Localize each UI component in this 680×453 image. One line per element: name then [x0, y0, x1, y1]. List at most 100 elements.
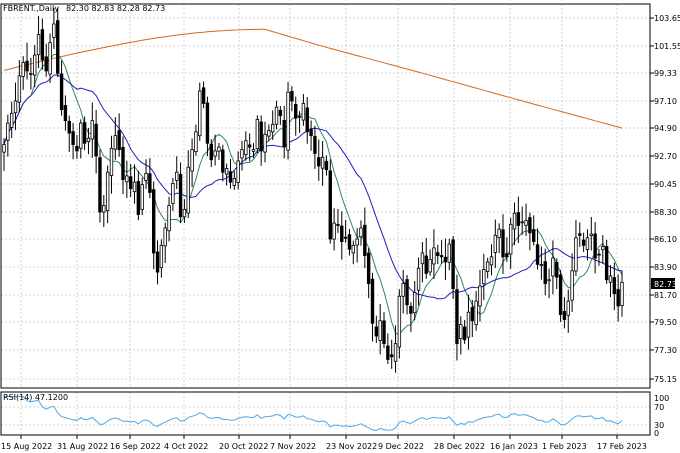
candle-body [29, 72, 33, 75]
last-price-label: 82.73 [654, 280, 677, 289]
tick-labels: 103.65 101.55 99.33 97.10 94.90 92.70 90.45 88.… [1, 14, 680, 451]
candle-body [90, 120, 94, 140]
candle-body [620, 281, 624, 306]
ma-fast-line [3, 53, 623, 336]
candle-body [263, 133, 267, 153]
candle-body [194, 131, 198, 153]
candle-body [278, 109, 283, 117]
candle-body [551, 257, 555, 277]
candle-body [378, 320, 382, 341]
candle-body [217, 146, 221, 152]
candle-body [294, 103, 298, 119]
candle-body [286, 91, 290, 151]
y-tick-label: 88.30 [654, 208, 677, 217]
candle-body [36, 34, 41, 56]
rsi-panel-frame [0, 391, 651, 436]
candle-body [86, 137, 91, 143]
candle-body [320, 156, 325, 169]
x-tick-label: 17 Feb 2023 [597, 442, 647, 451]
candle-body [578, 233, 582, 236]
candle-body [79, 122, 83, 149]
candle-body [251, 149, 256, 152]
candle-body [570, 270, 574, 301]
candle-body [501, 229, 505, 258]
candle-body [6, 122, 10, 141]
candle-body [359, 227, 363, 238]
candle-body [608, 275, 613, 283]
candle-body [443, 256, 448, 263]
candle-body [482, 269, 486, 285]
candle-body [21, 62, 25, 77]
candle-body [616, 289, 620, 307]
candle-body [109, 147, 114, 176]
candle-body [313, 135, 317, 154]
candle-body [474, 300, 478, 326]
candle-body [604, 246, 609, 281]
rsi-label: RSI(14) 47.1200 [3, 393, 68, 402]
candle-body [297, 115, 302, 118]
candle-body [462, 326, 467, 341]
y-tick-label: 81.70 [654, 291, 677, 300]
x-tick-label: 1 Feb 2023 [542, 442, 587, 451]
candle-body [347, 234, 352, 250]
y-tick-label: 103.65 [654, 14, 680, 23]
axes [0, 3, 654, 439]
candle-body [17, 75, 22, 103]
candle-body [221, 149, 225, 173]
candle-body [520, 221, 524, 224]
candle-body [152, 189, 156, 254]
candle-body [128, 176, 133, 189]
candle-body [566, 300, 570, 316]
candle-body [132, 181, 137, 193]
candle-body [581, 239, 586, 246]
candle-body [117, 130, 121, 151]
candle-body [236, 160, 240, 183]
candle-body [459, 324, 463, 339]
candle-body [228, 171, 233, 183]
candle-body [324, 160, 329, 171]
candle-body [328, 170, 332, 240]
candle-body [140, 184, 144, 210]
candle-body [247, 144, 252, 148]
y-tick-label: 92.70 [654, 152, 677, 161]
candle-body [98, 157, 102, 213]
candle-body [267, 130, 271, 137]
candle-body [171, 182, 175, 204]
candle-body [186, 166, 190, 214]
candle-body [478, 285, 482, 307]
candle-body [413, 292, 417, 314]
rsi-line [4, 396, 623, 432]
x-tick-label: 9 Dec 2022 [378, 442, 424, 451]
x-tick-label: 16 Jan 2023 [490, 442, 538, 451]
candle-body [113, 135, 118, 150]
y-tick-label: 101.55 [654, 42, 680, 51]
candle-body [190, 149, 194, 172]
candle-body [125, 175, 129, 183]
candle-body [470, 307, 474, 322]
candle-body [574, 237, 578, 272]
candle-body [148, 173, 152, 193]
candle-body [56, 20, 60, 74]
rsi-tick-label: 0 [654, 429, 659, 438]
candle-body [240, 149, 244, 159]
candle-body [67, 120, 71, 134]
candle-body [182, 208, 187, 218]
candle-body [63, 104, 68, 122]
candle-body [409, 305, 413, 314]
candle-body [397, 295, 402, 348]
candle-body [205, 102, 210, 144]
candle-body [2, 144, 6, 153]
candle-body [270, 123, 275, 133]
candle-body [528, 217, 532, 234]
candles [2, 7, 624, 373]
candle-body [159, 244, 164, 269]
candle-body [144, 173, 148, 181]
candle-body [493, 234, 498, 253]
y-tick-label: 94.90 [654, 124, 677, 133]
candle-body [439, 255, 444, 258]
candle-body [355, 238, 359, 246]
candle-body [558, 274, 563, 316]
candle-body [213, 150, 217, 157]
candle-body [562, 310, 567, 320]
